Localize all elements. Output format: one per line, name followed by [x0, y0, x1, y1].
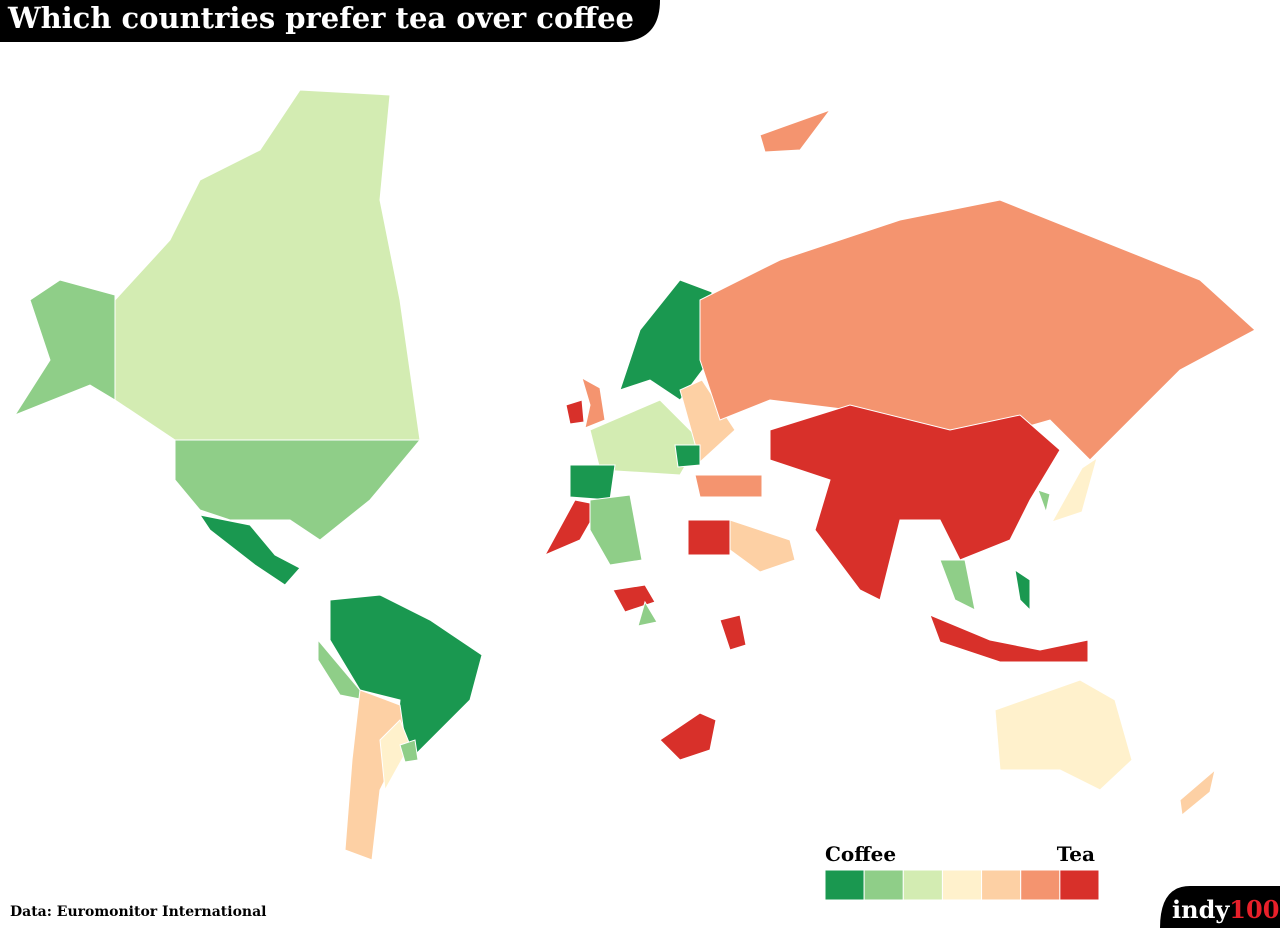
region — [929, 614, 1089, 663]
logo-part1: indy — [1172, 895, 1230, 924]
legend-low-label: Coffee — [825, 842, 896, 866]
region — [569, 464, 616, 501]
logo: indy100 — [1172, 895, 1279, 924]
region — [589, 494, 643, 566]
logo-bg — [1160, 886, 1280, 928]
region — [687, 519, 731, 556]
legend-swatch — [981, 869, 1022, 901]
region — [694, 474, 763, 498]
region — [1050, 456, 1098, 523]
legend-swatch — [1059, 869, 1100, 901]
legend — [824, 869, 1100, 901]
region — [581, 376, 606, 429]
legend-swatch — [902, 869, 943, 901]
legend-swatch — [1020, 869, 1061, 901]
region — [344, 689, 406, 861]
region — [1037, 489, 1051, 514]
region — [679, 379, 736, 463]
region — [769, 404, 1061, 601]
logo-part2: 100 — [1229, 895, 1279, 924]
legend-swatch — [941, 869, 983, 901]
region — [198, 514, 301, 586]
map — [13, 89, 1256, 861]
legend-swatch — [824, 869, 865, 901]
region — [674, 444, 701, 468]
legend-high-label: Tea — [1057, 842, 1095, 866]
region — [729, 519, 796, 573]
region — [699, 199, 1256, 461]
region — [13, 279, 116, 417]
region — [759, 108, 832, 153]
region — [659, 712, 717, 761]
region — [1179, 768, 1216, 816]
source: Data: Euromonitor International — [10, 904, 266, 920]
title: Which countries prefer tea over coffee — [7, 1, 634, 35]
region — [719, 614, 747, 651]
legend-swatch — [863, 869, 904, 901]
region — [939, 559, 976, 611]
region — [399, 739, 419, 763]
title-bar — [0, 0, 660, 42]
region — [114, 89, 421, 471]
region — [1014, 568, 1031, 612]
region — [329, 594, 483, 761]
region — [637, 600, 658, 627]
region — [317, 638, 366, 701]
region — [994, 679, 1133, 791]
region — [174, 439, 422, 541]
region — [565, 399, 585, 425]
